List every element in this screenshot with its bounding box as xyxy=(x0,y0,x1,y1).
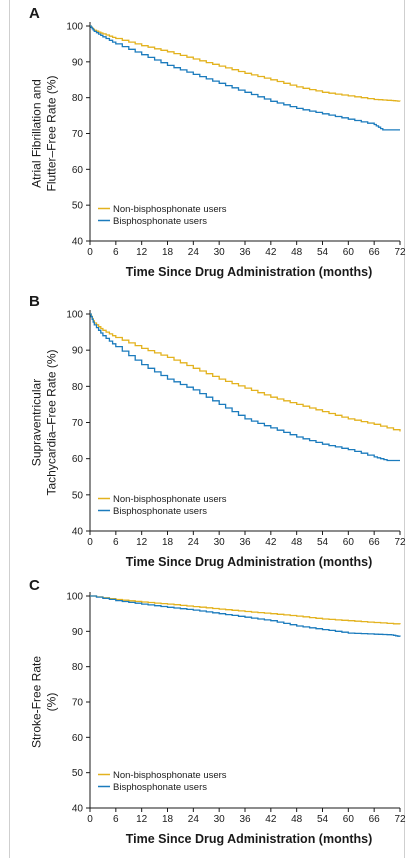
x-tick-label: 72 xyxy=(394,537,406,548)
y-tick-label: 70 xyxy=(72,129,84,140)
x-tick-label: 48 xyxy=(291,537,303,548)
x-tick-label: 66 xyxy=(369,814,381,825)
x-tick-label: 54 xyxy=(317,247,329,258)
figure-border xyxy=(9,0,405,858)
series-line-bisphosphonate xyxy=(90,25,400,131)
x-tick-label: 60 xyxy=(343,814,355,825)
x-tick-label: 66 xyxy=(369,247,381,258)
y-tick-label: 60 xyxy=(72,454,84,465)
x-tick-label: 72 xyxy=(394,814,406,825)
x-tick-label: 36 xyxy=(239,247,251,258)
series-line-non-bisphosphonate xyxy=(90,595,401,625)
x-tick-label: 24 xyxy=(188,247,200,258)
legend-label: Non-bisphosphonate users xyxy=(113,204,227,215)
legend-label: Non-bisphosphonate users xyxy=(113,494,227,505)
y-tick-label: 40 xyxy=(72,237,84,248)
series-line-bisphosphonate xyxy=(90,313,400,462)
chart-panel-a: A 40 50 60 70 80 90 100 0 6 12 18 24 30 36 42 48 54 60 66 72… xyxy=(29,5,406,279)
x-tick-label: 12 xyxy=(136,537,148,548)
x-tick-label: 6 xyxy=(113,537,119,548)
y-tick-label: 70 xyxy=(72,418,84,429)
x-tick-label: 24 xyxy=(188,814,200,825)
y-axis-label-line: (%) xyxy=(45,693,59,712)
y-tick-label: 100 xyxy=(66,592,83,603)
legend-label: Non-bisphosphonate users xyxy=(113,770,227,781)
x-tick-label: 48 xyxy=(291,814,303,825)
y-tick-label: 100 xyxy=(66,22,83,33)
x-tick-label: 66 xyxy=(369,537,381,548)
x-tick-label: 54 xyxy=(317,814,329,825)
panel-letter: A xyxy=(29,5,40,22)
x-tick-label: 60 xyxy=(343,247,355,258)
x-tick-label: 0 xyxy=(87,814,93,825)
x-tick-label: 12 xyxy=(136,814,148,825)
series-line-bisphosphonate xyxy=(90,595,401,637)
x-tick-label: 54 xyxy=(317,537,329,548)
series-line-non-bisphosphonate xyxy=(90,25,401,102)
x-tick-label: 42 xyxy=(265,537,277,548)
x-tick-label: 36 xyxy=(239,814,251,825)
y-axis-label-line: Stroke-Free Rate xyxy=(30,656,44,748)
y-tick-label: 80 xyxy=(72,93,84,104)
y-tick-label: 80 xyxy=(72,382,84,393)
x-tick-label: 48 xyxy=(291,247,303,258)
series-line-non-bisphosphonate xyxy=(90,313,401,432)
legend-label: Bisphosphonate users xyxy=(113,782,207,793)
x-axis-label: Time Since Drug Administration (months) xyxy=(126,832,373,846)
legend-label: Bisphosphonate users xyxy=(113,506,207,517)
y-tick-label: 60 xyxy=(72,733,84,744)
x-axis-label: Time Since Drug Administration (months) xyxy=(126,555,373,569)
x-tick-label: 0 xyxy=(87,247,93,258)
y-tick-label: 60 xyxy=(72,165,84,176)
y-tick-label: 90 xyxy=(72,627,84,638)
y-tick-label: 70 xyxy=(72,698,84,709)
x-tick-label: 24 xyxy=(188,537,200,548)
x-tick-label: 72 xyxy=(394,247,406,258)
y-axis-label-line: Tachycardia–Free Rate (%) xyxy=(45,349,59,495)
y-axis-label-line: Atrial Fibrillation and xyxy=(30,79,44,188)
y-tick-label: 40 xyxy=(72,527,84,538)
y-tick-label: 50 xyxy=(72,201,84,212)
x-tick-label: 12 xyxy=(136,247,148,258)
y-tick-label: 100 xyxy=(66,310,83,321)
y-axis-label-line: Supraventricular xyxy=(30,379,44,466)
y-tick-label: 50 xyxy=(72,490,84,501)
x-tick-label: 42 xyxy=(265,247,277,258)
y-tick-label: 90 xyxy=(72,57,84,68)
x-tick-label: 18 xyxy=(162,814,174,825)
x-tick-label: 30 xyxy=(214,814,226,825)
x-tick-label: 6 xyxy=(113,247,119,258)
y-tick-label: 80 xyxy=(72,662,84,673)
chart-panel-b: B 40 50 60 70 80 90 100 0 6 12 18 24 30 36 42 48 54 60 66 72… xyxy=(29,293,406,569)
legend-label: Bisphosphonate users xyxy=(113,216,207,227)
x-tick-label: 6 xyxy=(113,814,119,825)
x-tick-label: 18 xyxy=(162,247,174,258)
x-tick-label: 0 xyxy=(87,537,93,548)
chart-panel-c: C 40 50 60 70 80 90 100 0 6 12 18 24 30 36 42 48 54 60 66 72… xyxy=(29,577,406,846)
x-tick-label: 60 xyxy=(343,537,355,548)
y-tick-label: 90 xyxy=(72,346,84,357)
x-tick-label: 30 xyxy=(214,537,226,548)
x-axis-label: Time Since Drug Administration (months) xyxy=(126,265,373,279)
x-tick-label: 18 xyxy=(162,537,174,548)
x-tick-label: 36 xyxy=(239,537,251,548)
panel-letter: C xyxy=(29,577,40,594)
y-axis-label-line: Flutter–Free Rate (%) xyxy=(45,75,59,191)
y-tick-label: 40 xyxy=(72,804,84,815)
x-tick-label: 42 xyxy=(265,814,277,825)
panel-letter: B xyxy=(29,293,40,310)
y-tick-label: 50 xyxy=(72,768,84,779)
x-tick-label: 30 xyxy=(214,247,226,258)
